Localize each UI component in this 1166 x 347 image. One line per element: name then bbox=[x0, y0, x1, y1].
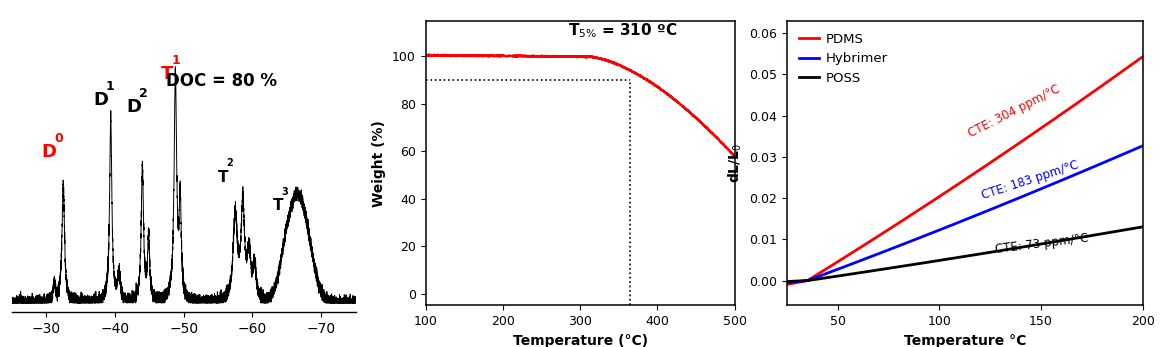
Text: D: D bbox=[126, 98, 141, 116]
Text: T: T bbox=[161, 65, 174, 83]
Text: T: T bbox=[273, 198, 283, 213]
Text: T$_{5\%}$ = 310 ºC: T$_{5\%}$ = 310 ºC bbox=[569, 21, 677, 40]
X-axis label: Temperature (°C): Temperature (°C) bbox=[513, 333, 647, 347]
Text: T: T bbox=[218, 170, 229, 185]
Text: D: D bbox=[93, 91, 108, 109]
Text: CTE: 304 ppm/°C: CTE: 304 ppm/°C bbox=[965, 83, 1062, 141]
Text: 1: 1 bbox=[106, 80, 114, 93]
Text: D: D bbox=[41, 143, 56, 161]
Text: 2: 2 bbox=[139, 87, 148, 100]
Legend: PDMS, Hybrimer, POSS: PDMS, Hybrimer, POSS bbox=[794, 27, 893, 90]
Text: 2: 2 bbox=[226, 158, 233, 168]
Text: 1: 1 bbox=[171, 54, 180, 67]
Text: 0: 0 bbox=[55, 132, 63, 145]
Y-axis label: Weight (%): Weight (%) bbox=[372, 120, 386, 206]
Text: DOC = 80 %: DOC = 80 % bbox=[166, 71, 278, 90]
Text: 3: 3 bbox=[281, 187, 288, 197]
X-axis label: Temperature °C: Temperature °C bbox=[904, 333, 1026, 347]
Y-axis label: dL/L$_0$: dL/L$_0$ bbox=[726, 143, 744, 183]
Text: CTE: 73 ppm/°C: CTE: 73 ppm/°C bbox=[995, 231, 1089, 256]
Text: CTE: 183 ppm/°C: CTE: 183 ppm/°C bbox=[981, 159, 1081, 202]
